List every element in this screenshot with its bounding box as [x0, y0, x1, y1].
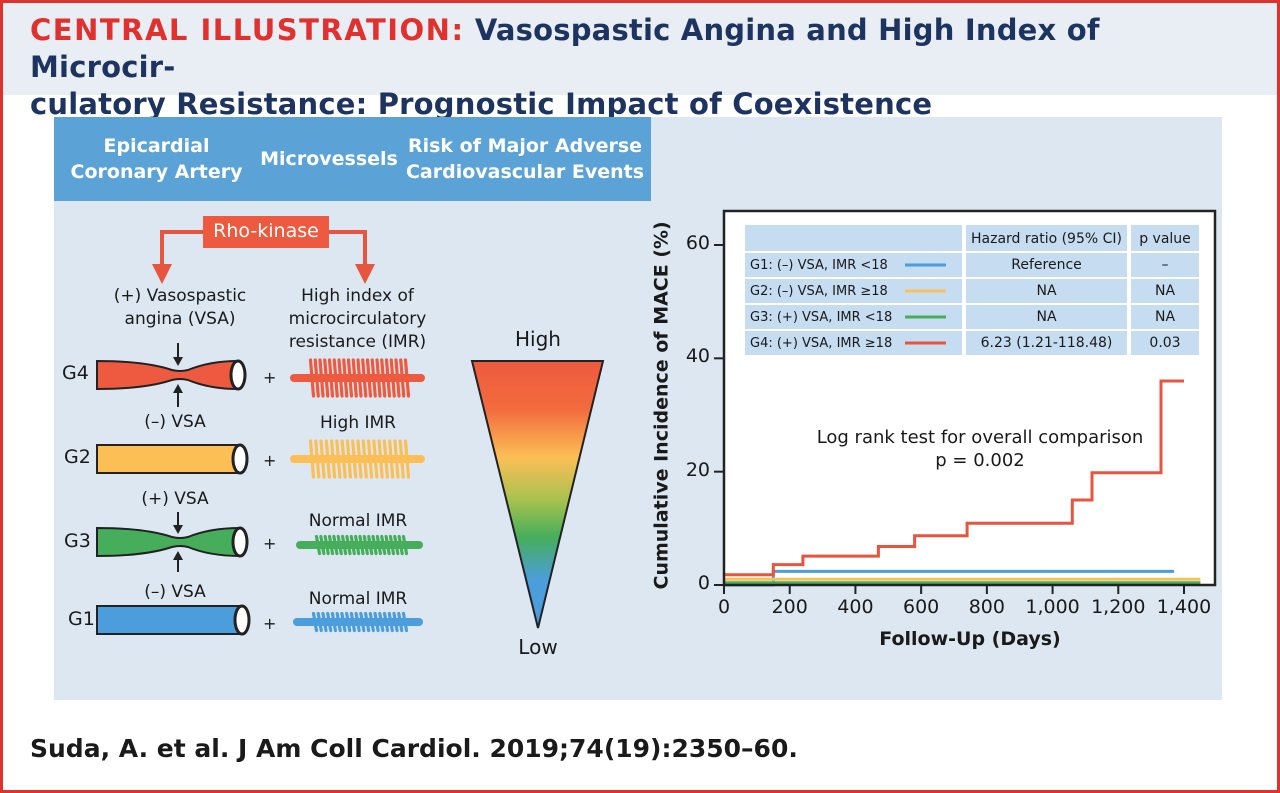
- plus-g4: +: [263, 368, 277, 387]
- vsa-line2: angina (VSA): [124, 309, 236, 329]
- x-tick-label: 1,200: [1091, 596, 1146, 618]
- y-tick-label: 60: [685, 232, 710, 254]
- p-g1: –: [1161, 257, 1169, 273]
- chart-annotation: Log rank test for overall comparison p = …: [780, 426, 1180, 472]
- y-tick-label: 40: [685, 345, 710, 368]
- x-tick-label: 800: [968, 596, 1005, 618]
- title-line-1: Vasospastic Angina and High Index of Mic…: [30, 13, 1100, 84]
- x-tick-label: 1,400: [1156, 596, 1212, 618]
- col1-line2: Coronary Artery: [70, 161, 243, 183]
- group-label-g4: G4: [62, 362, 89, 384]
- microvessel-g1: [293, 611, 423, 633]
- y-tick-label: 0: [697, 572, 710, 594]
- risk-high-label: High: [515, 327, 561, 351]
- rho-kinase-arrows: [152, 216, 375, 284]
- imr-label-g2: High IMR: [320, 413, 396, 433]
- col-header-risk: Risk of Major Adverse Cardiovascular Even…: [399, 133, 651, 185]
- microvessel-g4: [290, 358, 425, 398]
- illustration-title: CENTRAL ILLUSTRATION: Vasospastic Angina…: [30, 12, 1250, 123]
- title-line-2: culatory Resistance: Prognostic Impact o…: [30, 87, 933, 121]
- hr-g4: 6.23 (1.21-118.48): [980, 335, 1113, 351]
- vsa-line1: (+) Vasospastic: [113, 286, 247, 306]
- imr-line2: microcirculatory: [288, 309, 427, 329]
- vsa-label-g2: (–) VSA: [144, 412, 206, 432]
- x-tick-label: 400: [837, 596, 874, 618]
- table-header-p: p value: [1139, 231, 1191, 247]
- legend-name-g3: G3: (+) VSA, IMR <18: [750, 310, 893, 325]
- microvessel-g3: [296, 534, 423, 556]
- plot-frame: [722, 209, 1217, 587]
- plus-g3: +: [263, 534, 277, 553]
- annotation-line2: p = 0.002: [935, 450, 1025, 471]
- group-label-g3: G3: [64, 530, 91, 552]
- vsa-label: (+) Vasospastic angina (VSA): [90, 285, 270, 331]
- legend-name-g2: G2: (–) VSA, IMR ≥18: [750, 284, 888, 299]
- imr-line1: High index of: [301, 286, 414, 306]
- x-tick-label: 200: [771, 596, 808, 618]
- plus-g2: +: [263, 451, 277, 470]
- col-header-microvessels: Microvessels: [260, 148, 398, 170]
- column-headers: Epicardial Coronary Artery Microvessels R…: [54, 117, 651, 201]
- x-axis-label: Follow-Up (Days): [879, 628, 1061, 650]
- col1-line1: Epicardial: [103, 135, 210, 157]
- annotation-line1: Log rank test for overall comparison: [816, 427, 1144, 448]
- vsa-label-g1: (–) VSA: [144, 582, 206, 602]
- imr-label-g1: Normal IMR: [308, 589, 408, 609]
- col3-line1: Risk of Major Adverse: [407, 135, 643, 157]
- title-label: CENTRAL ILLUSTRATION:: [30, 13, 465, 47]
- p-g3: NA: [1154, 309, 1176, 325]
- header-band: [3, 3, 1277, 95]
- x-tick-label: 1,000: [1025, 596, 1080, 618]
- artery-g4: [96, 343, 247, 407]
- x-tick-label: 0: [717, 596, 731, 618]
- y-axis-label: Cumulative Incidence of MACE (%): [650, 221, 673, 590]
- microvessel-g2: [290, 439, 425, 479]
- group-label-g1: G1: [68, 608, 95, 630]
- imr-line3: resistance (IMR): [288, 332, 427, 352]
- hazard-table: [745, 225, 1199, 355]
- risk-low-label: Low: [518, 635, 558, 659]
- artery-g3: [96, 512, 249, 572]
- p-g4: 0.03: [1149, 335, 1181, 351]
- artery-g1: [96, 604, 251, 636]
- p-g2: NA: [1154, 283, 1176, 299]
- risk-triangle: [470, 360, 605, 629]
- hr-g3: NA: [1036, 309, 1057, 325]
- hr-g2: NA: [1036, 283, 1057, 299]
- imr-label: High index of microcirculatory resistance …: [270, 285, 445, 354]
- hr-g1: Reference: [1011, 257, 1082, 273]
- table-header-hr: Hazard ratio (95% CI): [970, 231, 1122, 247]
- citation: Suda, A. et al. J Am Coll Cardiol. 2019;…: [30, 734, 798, 763]
- artery-g2: [96, 443, 249, 475]
- legend-name-g4: G4: (+) VSA, IMR ≥18: [750, 336, 893, 351]
- legend-name-g1: G1: (–) VSA, IMR <18: [750, 258, 888, 273]
- imr-label-g3: Normal IMR: [308, 511, 408, 531]
- col3-line2: Cardiovascular Events: [405, 161, 645, 183]
- rho-kinase-label: Rho-kinase: [213, 220, 319, 242]
- vsa-label-g3: (+) VSA: [141, 489, 209, 509]
- y-tick-label: 20: [685, 458, 710, 481]
- x-tick-label: 600: [903, 596, 940, 618]
- plus-g1: +: [263, 614, 277, 633]
- col-header-artery: Epicardial Coronary Artery: [54, 133, 259, 185]
- series-line-g4: [724, 379, 1184, 577]
- group-label-g2: G2: [64, 446, 91, 468]
